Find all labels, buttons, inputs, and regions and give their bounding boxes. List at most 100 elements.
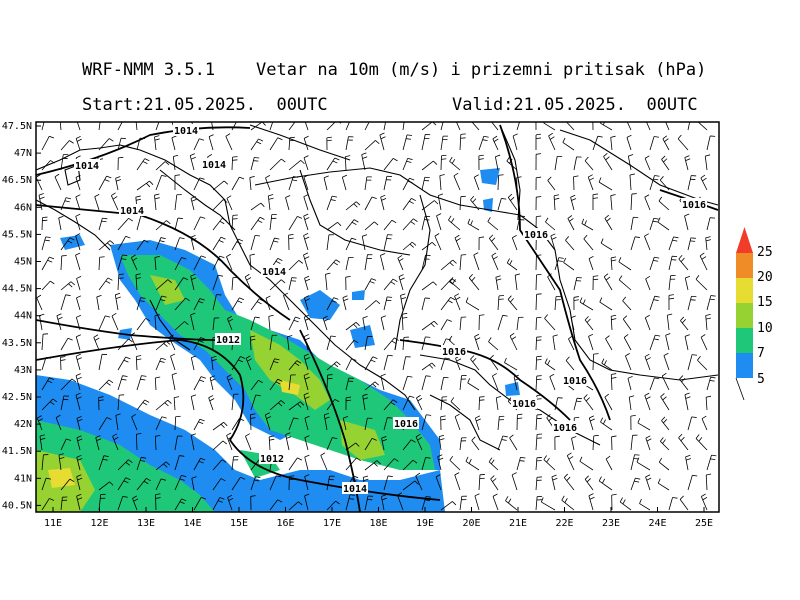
wind-barb	[649, 136, 655, 151]
wind-barb	[39, 436, 43, 451]
wind-barb	[383, 475, 389, 491]
wind-barb	[645, 278, 651, 291]
wind-barb	[304, 297, 309, 311]
wind-barb	[687, 122, 691, 131]
wind-barb	[342, 297, 347, 311]
wind-barb	[402, 134, 408, 151]
wind-barb	[548, 135, 556, 151]
wind-barb	[535, 477, 538, 491]
wind-barb	[402, 459, 414, 471]
wind-barb	[155, 295, 163, 311]
wind-barb	[249, 177, 252, 191]
wind-barb	[269, 358, 275, 371]
wind-barb	[345, 340, 355, 351]
wind-barb	[96, 296, 100, 311]
wind-barb	[630, 236, 636, 251]
wind-barb	[155, 175, 162, 191]
wind-barb	[440, 297, 451, 311]
wind-barb	[579, 301, 594, 311]
wind-barb	[288, 457, 298, 471]
wind-barb	[136, 399, 146, 411]
wind-barb	[644, 236, 651, 251]
wind-barb	[269, 499, 279, 511]
wind-barb	[75, 394, 81, 411]
wind-barb	[402, 337, 405, 351]
wind-barb	[459, 317, 462, 331]
wind-barb	[75, 356, 81, 371]
wind-barb	[288, 216, 298, 231]
wind-barb	[326, 259, 337, 271]
lon-tick-label: 19E	[416, 518, 434, 529]
wind-barb	[507, 262, 518, 271]
wind-barb	[60, 395, 65, 411]
wind-barb	[603, 156, 613, 171]
wind-barb	[421, 457, 426, 471]
wind-barb	[610, 374, 613, 391]
wind-barb	[249, 414, 252, 431]
wind-barb	[75, 255, 81, 271]
wind-barb	[421, 216, 426, 231]
wind-barb	[41, 256, 50, 271]
wind-barb	[622, 300, 632, 311]
wind-barb	[190, 396, 195, 411]
wind-barb	[98, 277, 109, 291]
wind-barb	[630, 435, 633, 451]
wind-barb	[421, 375, 427, 391]
wind-barb	[626, 137, 632, 151]
wind-barb	[345, 358, 352, 371]
lat-tick-label: 40.5N	[2, 500, 32, 511]
lat-tick-label: 43.5N	[2, 338, 32, 349]
wind-barb	[304, 456, 309, 471]
wind-barb	[225, 136, 233, 151]
wind-barb	[454, 237, 461, 251]
wind-barb	[507, 299, 518, 311]
wind-barb	[645, 476, 651, 491]
wind-barb	[383, 122, 386, 131]
wind-barb	[154, 315, 157, 331]
wind-barb	[579, 461, 594, 471]
wind-barb	[98, 379, 110, 391]
wind-barb	[497, 315, 504, 331]
wind-barb	[76, 278, 81, 291]
lat-tick-label: 42.5N	[2, 392, 32, 403]
wind-barb	[193, 216, 201, 231]
legend-swatch-10	[736, 303, 753, 328]
wind-barb	[680, 320, 689, 331]
wind-barb	[465, 461, 480, 471]
wind-barb	[630, 194, 633, 211]
wind-barb	[562, 142, 575, 151]
wind-barb	[286, 336, 290, 351]
wind-barb	[245, 358, 252, 371]
isobar-label: 1016	[512, 399, 536, 410]
wind-barb	[303, 254, 309, 271]
wind-barb	[60, 237, 71, 251]
wind-barb	[383, 458, 395, 471]
wind-barb	[454, 296, 461, 311]
wind-barb	[535, 337, 537, 351]
wind-barb	[544, 362, 556, 371]
wind-barb	[98, 175, 107, 191]
wind-barb	[453, 175, 461, 191]
wind-barb	[264, 414, 271, 431]
wind-barb	[563, 262, 575, 271]
wind-barb	[535, 294, 537, 311]
wind-barb	[117, 338, 129, 351]
wind-barb	[36, 177, 43, 191]
wind-barb	[250, 122, 263, 131]
wind-barb	[468, 277, 480, 291]
wind-barb	[364, 176, 368, 191]
wind-barb	[155, 399, 168, 411]
wind-barb	[364, 122, 370, 131]
wind-barb	[554, 156, 558, 171]
wind-barb	[174, 498, 182, 511]
wind-barb	[516, 457, 521, 471]
wind-barb	[505, 500, 518, 511]
lon-tick-label: 16E	[276, 518, 294, 529]
wind-barb	[700, 337, 708, 351]
wind-barb	[566, 122, 575, 131]
wind-barb	[41, 398, 54, 411]
wind-barb	[421, 160, 434, 171]
lon-tick-label: 17E	[323, 518, 341, 529]
wind-barb	[687, 237, 692, 251]
wind-barb	[495, 397, 499, 411]
